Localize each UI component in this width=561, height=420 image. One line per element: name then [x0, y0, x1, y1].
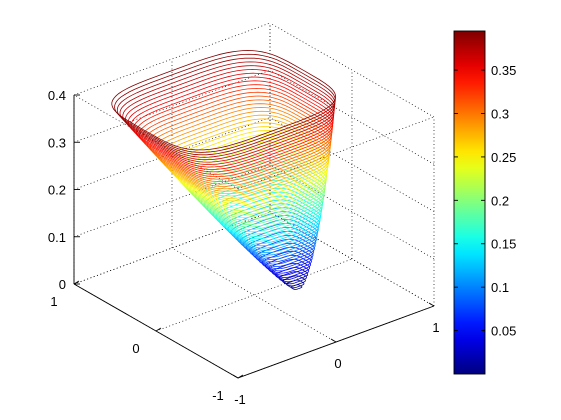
contour-ring: [122, 65, 335, 161]
z-tick-label: 0.2: [48, 183, 66, 198]
contour-ring: [209, 183, 323, 235]
contour-ring: [172, 133, 329, 204]
y-tick: [73, 280, 80, 285]
contour-ring: [248, 234, 315, 265]
colorbar-tick-label: 0.05: [491, 324, 516, 339]
z-tick-label: 0.4: [48, 88, 66, 103]
contour-ring: [233, 215, 319, 254]
contour-ring: [198, 168, 325, 226]
contour-ring: [116, 57, 336, 156]
z-tick-label: 0.3: [48, 135, 66, 150]
y-tick-label: 0: [132, 341, 139, 356]
contour-ring: [144, 95, 333, 180]
contour-ring: [180, 145, 328, 211]
x-tick-label: 0: [334, 356, 341, 371]
colorbar-tick-label: 0.2: [491, 193, 509, 208]
contour-ring: [203, 176, 324, 230]
colorbar-tick-label: 0.15: [491, 237, 516, 252]
contour-ring: [195, 164, 326, 223]
grid-line: [73, 22, 271, 96]
contour-ring: [221, 199, 321, 244]
contour-ring: [141, 91, 333, 178]
x-tick-label: -1: [234, 392, 246, 407]
contour-ring: [136, 84, 334, 173]
contour-ring: [239, 222, 317, 258]
contour-ring: [261, 250, 312, 274]
contour-ring: [178, 141, 328, 209]
y-tick: [237, 374, 244, 379]
box-edge: [73, 94, 239, 190]
contour-ring: [268, 258, 311, 278]
y-tick: [155, 327, 162, 332]
contour-ring: [227, 207, 320, 249]
contour-ring: [192, 160, 326, 221]
z-tick-label: 0: [59, 277, 66, 292]
x-tick: [232, 374, 239, 379]
contour-ring: [163, 122, 330, 197]
contour-ring: [133, 80, 334, 170]
contour-ring: [183, 149, 327, 214]
contour-ring: [245, 230, 316, 263]
contour-ring: [166, 126, 330, 199]
contour-ring: [252, 238, 315, 267]
contour-ring: [114, 53, 336, 153]
colorbar: 0.05 0.1 0.15 0.2 0.25 0.3 0.35: [453, 30, 516, 375]
grid-line: [269, 69, 435, 165]
axis-ticks: 00.10.20.30.4-101-101: [48, 88, 440, 407]
grid-line: [269, 22, 435, 118]
contour-ring: [158, 114, 331, 192]
colorbar-gradient: [453, 30, 486, 375]
contour-ring: [278, 271, 307, 285]
contour-ring: [125, 68, 335, 163]
x-tick-label: 1: [432, 320, 439, 335]
axes-box: [73, 22, 435, 379]
x-tick: [428, 302, 435, 307]
contour-ring: [130, 76, 334, 168]
contour-ring: [255, 242, 314, 270]
contour-ring: [119, 61, 336, 158]
contour-ring: [147, 99, 332, 183]
contour-ring: [215, 191, 322, 240]
grid-line: [171, 247, 337, 343]
y-tick-label: 1: [50, 294, 57, 309]
contour-ring: [149, 103, 332, 185]
z-tick-label: 0.1: [48, 230, 66, 245]
contour-ring: [138, 87, 333, 175]
contour-ring: [258, 246, 313, 272]
colorbar-tick-label: 0.1: [491, 280, 509, 295]
contour-ring: [271, 263, 310, 280]
contour-ring: [161, 118, 331, 195]
x-tick: [330, 338, 337, 343]
contour-ring: [189, 156, 326, 219]
surface-contours: [111, 50, 337, 290]
contour-ring: [111, 50, 337, 151]
colorbar-tick-label: 0.3: [491, 106, 509, 121]
colorbar-tick-label: 0.35: [491, 63, 516, 78]
contour-ring: [155, 110, 331, 190]
colorbar-tick-label: 0.25: [491, 150, 516, 165]
contour-ring: [282, 275, 306, 287]
contour-ring: [127, 72, 335, 166]
contour-ring: [169, 129, 329, 202]
contour-ring: [152, 107, 332, 187]
contour-ring: [186, 152, 327, 216]
grid-line: [269, 164, 435, 260]
y-tick-label: -1: [212, 388, 224, 403]
